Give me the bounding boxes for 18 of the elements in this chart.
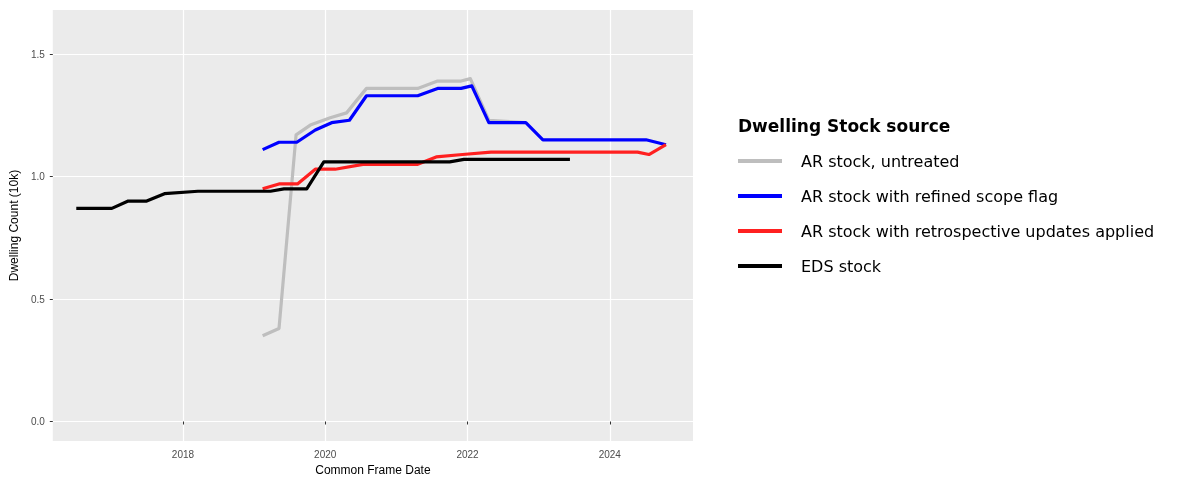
y-tick-label: 1.5 [30,48,46,60]
line-series [74,157,572,210]
legend-label: EDS stock [801,256,882,276]
x-axis-title: Common Frame Date [315,463,431,477]
line-series [261,84,668,152]
y-tick-label: 0.5 [30,293,46,305]
y-tick-label: 0.0 [30,416,46,427]
legend-label: AR stock, untreated [801,151,960,171]
line-series [261,143,668,191]
y-tick-label: 1.0 [30,171,46,183]
x-tick-label: 2018 [171,448,195,460]
x-tick-label: 2022 [456,448,480,460]
legend-title: Dwelling Stock source [738,115,951,136]
x-tick-label: 2024 [598,448,622,460]
legend-label: AR stock with retrospective updates applied [801,221,1155,241]
x-tick-label: 2020 [314,448,337,460]
y-axis-title: Dwelling Count (10k) [7,169,21,282]
legend-label: AR stock with refined scope flag [801,186,1059,206]
